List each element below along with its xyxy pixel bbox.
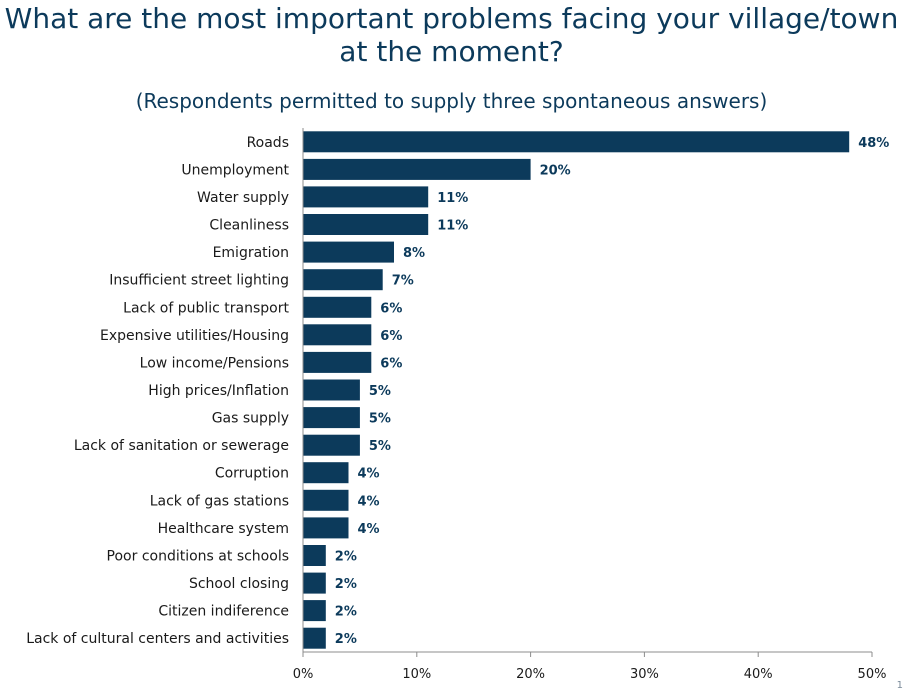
category-label: Cleanliness [209, 218, 289, 234]
value-label: 7% [392, 274, 414, 289]
value-label: 4% [358, 522, 380, 537]
value-label: 2% [335, 577, 357, 592]
bar [303, 517, 349, 539]
value-label: 4% [358, 467, 380, 482]
bar [303, 131, 850, 153]
value-label: 20% [540, 163, 571, 178]
bar [303, 324, 372, 346]
category-label: Lack of cultural centers and activities [26, 631, 289, 647]
value-label: 11% [437, 219, 468, 234]
category-label: Corruption [215, 466, 289, 482]
category-label: Lack of gas stations [150, 493, 289, 509]
bar [303, 269, 383, 291]
bar [303, 214, 429, 235]
value-label: 5% [369, 439, 391, 454]
bar [303, 379, 360, 401]
category-label: Low income/Pensions [140, 355, 289, 371]
bar [303, 407, 360, 429]
value-label: 5% [369, 384, 391, 399]
category-label: Unemployment [181, 162, 289, 178]
category-label: Water supply [197, 190, 289, 206]
bar [303, 627, 326, 649]
value-label: 6% [380, 301, 402, 316]
category-label: Roads [247, 135, 289, 151]
category-label: Insufficient street lighting [109, 273, 289, 289]
bar [303, 186, 429, 208]
page-number: 1 [896, 680, 903, 691]
category-label: Lack of public transport [123, 300, 289, 316]
category-label: Citizen indiference [158, 604, 289, 620]
x-tick-label: 50% [858, 667, 887, 682]
chart-subtitle: (Respondents permitted to supply three s… [135, 89, 768, 113]
x-tick-label: 20% [516, 667, 545, 682]
value-label: 2% [335, 550, 357, 565]
bar [303, 462, 349, 484]
bar [303, 600, 326, 622]
bar [303, 434, 360, 456]
chart-title: What are the most important problems fac… [4, 2, 899, 68]
category-label: High prices/Inflation [148, 383, 289, 399]
bar [303, 351, 372, 373]
category-label: Poor conditions at schools [107, 549, 289, 565]
category-label: Expensive utilities/Housing [100, 328, 289, 344]
bar [303, 545, 326, 566]
value-label: 6% [380, 356, 402, 371]
x-tick-label: 40% [744, 667, 773, 682]
category-label: Lack of sanitation or sewerage [74, 438, 289, 454]
x-tick-label: 30% [630, 667, 659, 682]
category-label: School closing [189, 576, 289, 592]
bar [303, 572, 326, 594]
category-label: Healthcare system [158, 521, 289, 537]
category-label: Emigration [213, 245, 289, 261]
bar [303, 489, 349, 511]
value-label: 4% [358, 494, 380, 509]
value-label: 11% [437, 191, 468, 206]
x-tick-label: 10% [402, 667, 431, 682]
bar [303, 158, 531, 180]
value-label: 48% [858, 136, 889, 151]
category-label: Gas supply [212, 411, 289, 427]
x-tick-label: 0% [293, 667, 314, 682]
bar [303, 241, 394, 263]
value-label: 2% [335, 632, 357, 647]
value-label: 2% [335, 605, 357, 620]
value-label: 5% [369, 412, 391, 427]
bar [303, 296, 372, 318]
value-label: 8% [403, 246, 425, 261]
value-label: 6% [380, 329, 402, 344]
